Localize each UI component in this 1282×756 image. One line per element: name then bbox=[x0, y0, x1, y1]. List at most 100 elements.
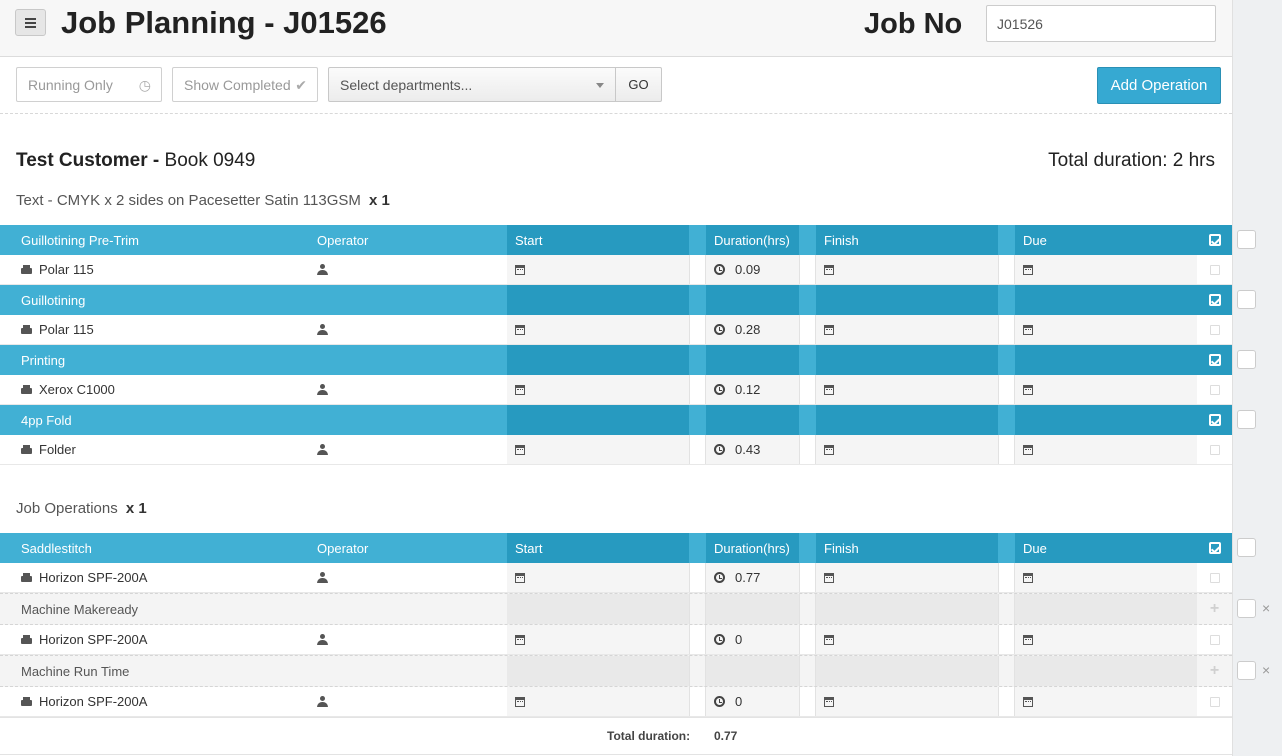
duration-value: 0.28 bbox=[735, 322, 761, 337]
due-date-picker[interactable] bbox=[1015, 435, 1197, 464]
part-title: Text - CMYK x 2 sides on Pacesetter Sati… bbox=[16, 192, 390, 209]
operator-select[interactable] bbox=[301, 375, 507, 404]
select-checkbox[interactable] bbox=[1237, 230, 1256, 249]
duration-field[interactable]: 0.09 bbox=[706, 255, 799, 284]
customer-name: Test Customer - bbox=[16, 150, 160, 171]
remove-icon[interactable]: × bbox=[1262, 600, 1271, 616]
due-date-picker[interactable] bbox=[1015, 625, 1197, 654]
clock-icon bbox=[714, 572, 725, 583]
job-no-input[interactable] bbox=[986, 5, 1216, 42]
duration-field[interactable]: 0 bbox=[706, 625, 799, 654]
departments-select[interactable]: Select departments... bbox=[328, 67, 616, 102]
finish-date-picker[interactable] bbox=[816, 435, 998, 464]
operator-select[interactable] bbox=[301, 563, 507, 592]
start-date-picker[interactable] bbox=[507, 687, 689, 716]
due-date-picker[interactable] bbox=[1015, 563, 1197, 592]
edit-icon bbox=[1209, 572, 1220, 583]
edit-row-button[interactable] bbox=[1197, 435, 1232, 464]
edit-operation-button[interactable] bbox=[1197, 225, 1232, 255]
calendar-icon bbox=[515, 444, 525, 455]
edit-row-button[interactable] bbox=[1197, 687, 1232, 716]
page-header: Job Planning - J01526 Job No bbox=[0, 0, 1232, 57]
select-checkbox[interactable] bbox=[1237, 661, 1256, 680]
duration-field[interactable]: 0.77 bbox=[706, 563, 799, 592]
operation-header-row[interactable]: Guillotining bbox=[0, 285, 1232, 315]
select-checkbox[interactable] bbox=[1237, 599, 1256, 618]
start-date-picker[interactable] bbox=[507, 625, 689, 654]
remove-icon[interactable]: × bbox=[1262, 662, 1271, 678]
calendar-icon bbox=[1023, 634, 1033, 645]
machine-name: Polar 115 bbox=[39, 322, 94, 337]
finish-date-picker[interactable] bbox=[816, 255, 998, 284]
finish-date-picker[interactable] bbox=[816, 687, 998, 716]
sub-operation-name: Machine Run Time bbox=[21, 663, 130, 679]
calendar-icon bbox=[824, 384, 834, 395]
finish-date-picker[interactable] bbox=[816, 625, 998, 654]
due-date-picker[interactable] bbox=[1015, 687, 1197, 716]
operator-select[interactable] bbox=[301, 687, 507, 716]
operation-name: Guillotining bbox=[21, 292, 86, 308]
operator-select[interactable] bbox=[301, 315, 507, 344]
duration-value: 0.12 bbox=[735, 382, 761, 397]
finish-date-picker[interactable] bbox=[816, 563, 998, 592]
start-date-picker[interactable] bbox=[507, 563, 689, 592]
edit-operation-button[interactable] bbox=[1197, 405, 1232, 435]
running-only-label: Running Only bbox=[28, 76, 113, 93]
select-checkbox[interactable] bbox=[1237, 350, 1256, 369]
machine-cell: Folder bbox=[21, 435, 301, 464]
operation-header-row[interactable]: Saddlestitch Operator Start Duration(hrs) Fi… bbox=[0, 533, 1232, 563]
plus-icon: + bbox=[1209, 662, 1220, 679]
operator-select[interactable] bbox=[301, 435, 507, 464]
add-operation-button[interactable]: Add Operation bbox=[1097, 67, 1221, 104]
edit-check-icon bbox=[1208, 234, 1221, 246]
clock-icon: ◷ bbox=[138, 77, 151, 93]
edit-row-button[interactable] bbox=[1197, 375, 1232, 404]
due-cell bbox=[1015, 345, 1197, 375]
duration-field[interactable]: 0.43 bbox=[706, 435, 799, 464]
calendar-icon bbox=[824, 634, 834, 645]
start-date-picker[interactable] bbox=[507, 255, 689, 284]
edit-operation-button[interactable] bbox=[1197, 285, 1232, 315]
edit-operation-button[interactable] bbox=[1197, 345, 1232, 375]
clock-icon bbox=[714, 384, 725, 395]
edit-row-button[interactable] bbox=[1197, 563, 1232, 592]
select-checkbox[interactable] bbox=[1237, 410, 1256, 429]
finish-date-picker[interactable] bbox=[816, 375, 998, 404]
finish-cell bbox=[816, 345, 998, 375]
operator-select[interactable] bbox=[301, 625, 507, 654]
finish-date-picker[interactable] bbox=[816, 315, 998, 344]
user-icon bbox=[317, 324, 328, 335]
edit-row-button[interactable] bbox=[1197, 625, 1232, 654]
start-date-picker[interactable] bbox=[507, 375, 689, 404]
operation-header-row[interactable]: Guillotining Pre-Trim Operator Start Durati… bbox=[0, 225, 1232, 255]
start-date-picker[interactable] bbox=[507, 435, 689, 464]
finish-cell bbox=[816, 405, 998, 435]
select-checkbox[interactable] bbox=[1237, 538, 1256, 557]
add-sub-operation-button[interactable]: + bbox=[1197, 594, 1232, 624]
go-button[interactable]: GO bbox=[615, 67, 662, 102]
edit-row-button[interactable] bbox=[1197, 255, 1232, 284]
operation-header-row[interactable]: Printing bbox=[0, 345, 1232, 375]
start-date-picker[interactable] bbox=[507, 315, 689, 344]
duration-field[interactable]: 0.12 bbox=[706, 375, 799, 404]
due-date-picker[interactable] bbox=[1015, 375, 1197, 404]
operator-select[interactable] bbox=[301, 255, 507, 284]
operation-header-row[interactable]: 4pp Fold bbox=[0, 405, 1232, 435]
select-checkbox[interactable] bbox=[1237, 290, 1256, 309]
running-only-toggle[interactable]: Running Only ◷ bbox=[16, 67, 162, 102]
duration-field[interactable]: 0 bbox=[706, 687, 799, 716]
edit-operation-button[interactable] bbox=[1197, 533, 1232, 563]
menu-button[interactable] bbox=[15, 9, 46, 36]
operation-name: 4pp Fold bbox=[21, 412, 72, 428]
start-cell bbox=[507, 285, 689, 315]
machine-cell: Horizon SPF-200A bbox=[21, 625, 301, 654]
edit-row-button[interactable] bbox=[1197, 315, 1232, 344]
duration-field[interactable]: 0.28 bbox=[706, 315, 799, 344]
duration-value: 0 bbox=[735, 694, 743, 709]
add-sub-operation-button[interactable]: + bbox=[1197, 656, 1232, 686]
due-date-picker[interactable] bbox=[1015, 315, 1197, 344]
due-date-picker[interactable] bbox=[1015, 255, 1197, 284]
show-completed-toggle[interactable]: Show Completed ✔ bbox=[172, 67, 318, 102]
calendar-icon bbox=[515, 696, 525, 707]
total-duration-bar: Total duration: 0.77 bbox=[0, 717, 1232, 755]
